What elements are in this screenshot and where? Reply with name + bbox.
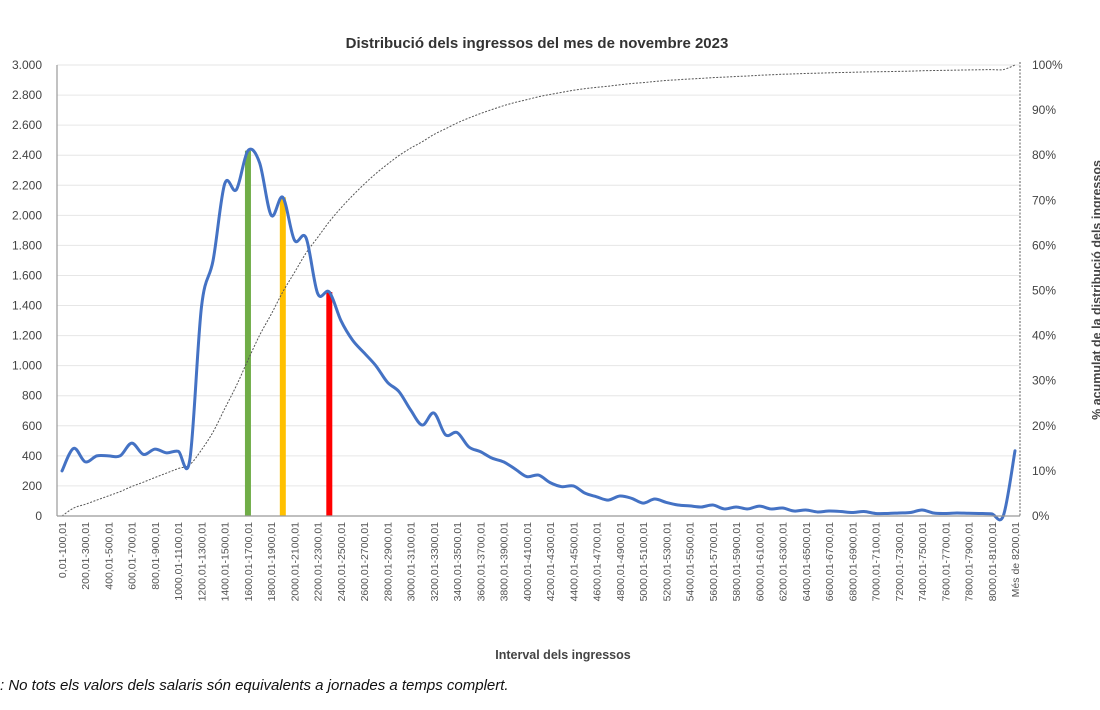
x-tick-label: 7800,01-7900,01 [964,522,976,602]
left-axis-ticks: 0 200 400 600 800 1.000 1.200 1.400 1.600 1.800 2.… [12,58,42,523]
x-tick-label: 7400,01-7500,01 [917,522,929,602]
x-tick-label: 6200,01-6300,01 [778,522,790,602]
y-tick-label: 800 [22,389,42,403]
x-tick-label: 3200,01-3300,01 [429,522,441,602]
x-tick-label: 7000,01-7100,01 [871,522,883,602]
y-right-tick-label: 80% [1032,148,1056,162]
x-tick-label: 5800,01-5900,01 [731,522,743,602]
x-tick-label: 3800,01-3900,01 [499,522,511,602]
x-tick-label: 2000,01-2100,01 [289,522,301,602]
y-tick-label: 400 [22,449,42,463]
x-tick-label: 800,01-900,01 [150,522,162,590]
x-tick-label: 4400,01-4500,01 [568,522,580,602]
income-count-line [60,147,1017,522]
x-tick-label: 3600,01-3700,01 [475,522,487,602]
x-tick-label: 4000,01-4100,01 [522,522,534,602]
y-right-tick-label: 90% [1032,103,1056,117]
x-tick-label: 4800,01-4900,01 [615,522,627,602]
x-tick-label: 600,01-700,01 [127,522,139,590]
x-axis-ticks: 0,01-100,01 200,01-300,01 400,01-500,01 600… [57,522,1022,602]
x-tick-label: 1000,01-1100,01 [173,522,185,601]
y-tick-label: 1.000 [12,359,42,373]
y-tick-label: 2.200 [12,178,42,192]
x-tick-label: 2800,01-2900,01 [382,522,394,602]
y-tick-label: 3.000 [12,58,42,72]
y-right-tick-label: 50% [1032,284,1056,298]
right-axis-ticks: 0% 10% 20% 30% 40% 50% 60% 70% 80% 90% 100% [1032,58,1063,523]
x-tick-label: 8000,01-8100,01 [987,522,999,602]
x-tick-label: 1800,01-1900,01 [266,522,278,602]
chart-title: Distribució dels ingressos del mes de no… [346,35,729,52]
y-tick-label: 1.600 [12,268,42,282]
y-right-tick-label: 10% [1032,464,1056,478]
right-axis-title: % acumulat de la distribució dels ingres… [1090,160,1100,420]
x-tick-label: 6600,01-6700,01 [824,522,836,602]
y-right-tick-label: 30% [1032,374,1056,388]
y-right-tick-label: 70% [1032,193,1056,207]
y-right-tick-label: 60% [1032,238,1056,252]
x-tick-label: 5000,01-5100,01 [638,522,650,602]
x-tick-label: 1600,01-1700,01 [243,522,255,602]
x-tick-label: 3400,01-3500,01 [452,522,464,602]
x-tick-label: 6800,01-6900,01 [847,522,859,602]
y-tick-label: 2.800 [12,88,42,102]
y-tick-label: 2.000 [12,208,42,222]
x-tick-label: 4200,01-4300,01 [545,522,557,602]
x-tick-label: 6000,01-6100,01 [754,522,766,602]
x-tick-label: 5600,01-5700,01 [708,522,720,602]
x-tick-label: 3000,01-3100,01 [406,522,418,602]
x-tick-label: 2400,01-2500,01 [336,522,348,602]
x-tick-label: 2200,01-2300,01 [313,522,325,602]
gridlines [57,64,1020,487]
y-tick-label: 1.400 [12,299,42,313]
y-right-tick-label: 20% [1032,419,1056,433]
x-tick-label: 2600,01-2700,01 [359,522,371,602]
x-tick-label: 7200,01-7300,01 [894,522,906,602]
x-axis-title: Interval dels ingressos [495,648,631,662]
x-tick-label: 5400,01-5500,01 [685,522,697,602]
footnote: : No tots els valors dels salaris són eq… [0,677,509,694]
cumulative-percent-line [61,64,1016,517]
y-tick-label: 200 [22,479,42,493]
x-tick-label: 200,01-300,01 [80,522,92,590]
x-tick-label: 4600,01-4700,01 [592,522,604,602]
marker-bar [279,197,286,516]
x-tick-label: 7600,01-7700,01 [940,522,952,602]
marker-bar [244,150,251,516]
marker-bars [244,150,333,516]
y-tick-label: 600 [22,419,42,433]
x-tick-label: Més de 8200,01 [1010,522,1022,597]
x-tick-label: 6400,01-6500,01 [801,522,813,602]
y-tick-label: 1.800 [12,238,42,252]
x-tick-label: 400,01-500,01 [103,522,115,590]
y-tick-label: 2.600 [12,118,42,132]
y-tick-label: 1.200 [12,329,42,343]
x-tick-label: 1400,01-1500,01 [220,522,232,602]
x-tick-label: 5200,01-5300,01 [661,522,673,602]
y-tick-label: 0 [35,509,42,523]
y-right-tick-label: 100% [1032,58,1063,72]
y-right-tick-label: 0% [1032,509,1050,523]
x-tick-label: 1200,01-1300,01 [196,522,208,602]
x-tick-label: 0,01-100,01 [57,522,69,578]
y-right-tick-label: 40% [1032,329,1056,343]
marker-bar [326,292,333,516]
y-tick-label: 2.400 [12,148,42,162]
